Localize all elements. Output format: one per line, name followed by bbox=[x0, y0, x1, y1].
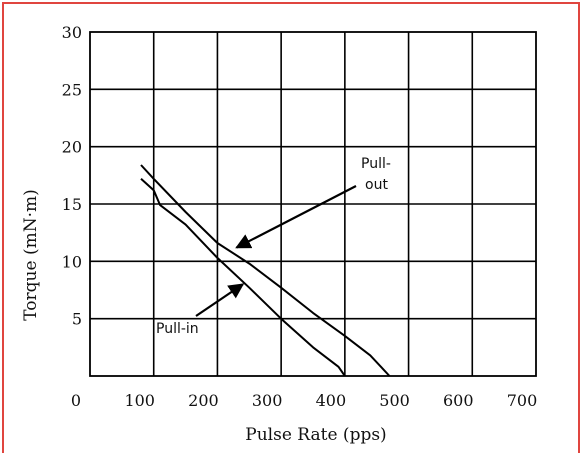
x-tick-label: 100 bbox=[124, 391, 155, 410]
series-line-pull-in bbox=[140, 178, 346, 377]
plot-grid bbox=[89, 31, 537, 377]
y-axis-label: Torque (mN·m) bbox=[21, 189, 41, 320]
annotation-arrow bbox=[195, 283, 245, 317]
y-tick-label: 25 bbox=[62, 80, 82, 99]
x-tick-label: 200 bbox=[188, 391, 219, 410]
series-lines bbox=[140, 164, 391, 377]
annotation-label: Pull- bbox=[361, 156, 391, 172]
annotations: Pull-out Pull-in bbox=[156, 156, 391, 337]
annotation-arrow bbox=[235, 185, 357, 249]
annotation-label: out bbox=[365, 177, 388, 193]
series-line-pull-out bbox=[140, 164, 391, 377]
y-tick-label: 10 bbox=[62, 252, 82, 271]
x-tick-label: 700 bbox=[507, 391, 538, 410]
annotation-label: Pull-in bbox=[156, 321, 199, 337]
x-tick-labels: 0 100 200 300 400 500 600 700 bbox=[71, 391, 537, 410]
x-tick-label: 600 bbox=[443, 391, 474, 410]
y-tick-label: 20 bbox=[62, 138, 82, 157]
figure-frame bbox=[2, 2, 580, 453]
y-tick-labels: 5 10 15 20 25 30 bbox=[62, 23, 82, 329]
y-tick-label: 5 bbox=[72, 310, 82, 329]
x-axis-label: Pulse Rate (pps) bbox=[245, 425, 386, 445]
plot-border bbox=[89, 31, 537, 377]
x-tick-label: 0 bbox=[71, 391, 81, 410]
y-tick-label: 30 bbox=[62, 23, 82, 42]
y-tick-label: 15 bbox=[62, 195, 82, 214]
x-tick-label: 300 bbox=[252, 391, 283, 410]
x-tick-label: 500 bbox=[379, 391, 410, 410]
x-tick-label: 400 bbox=[316, 391, 347, 410]
